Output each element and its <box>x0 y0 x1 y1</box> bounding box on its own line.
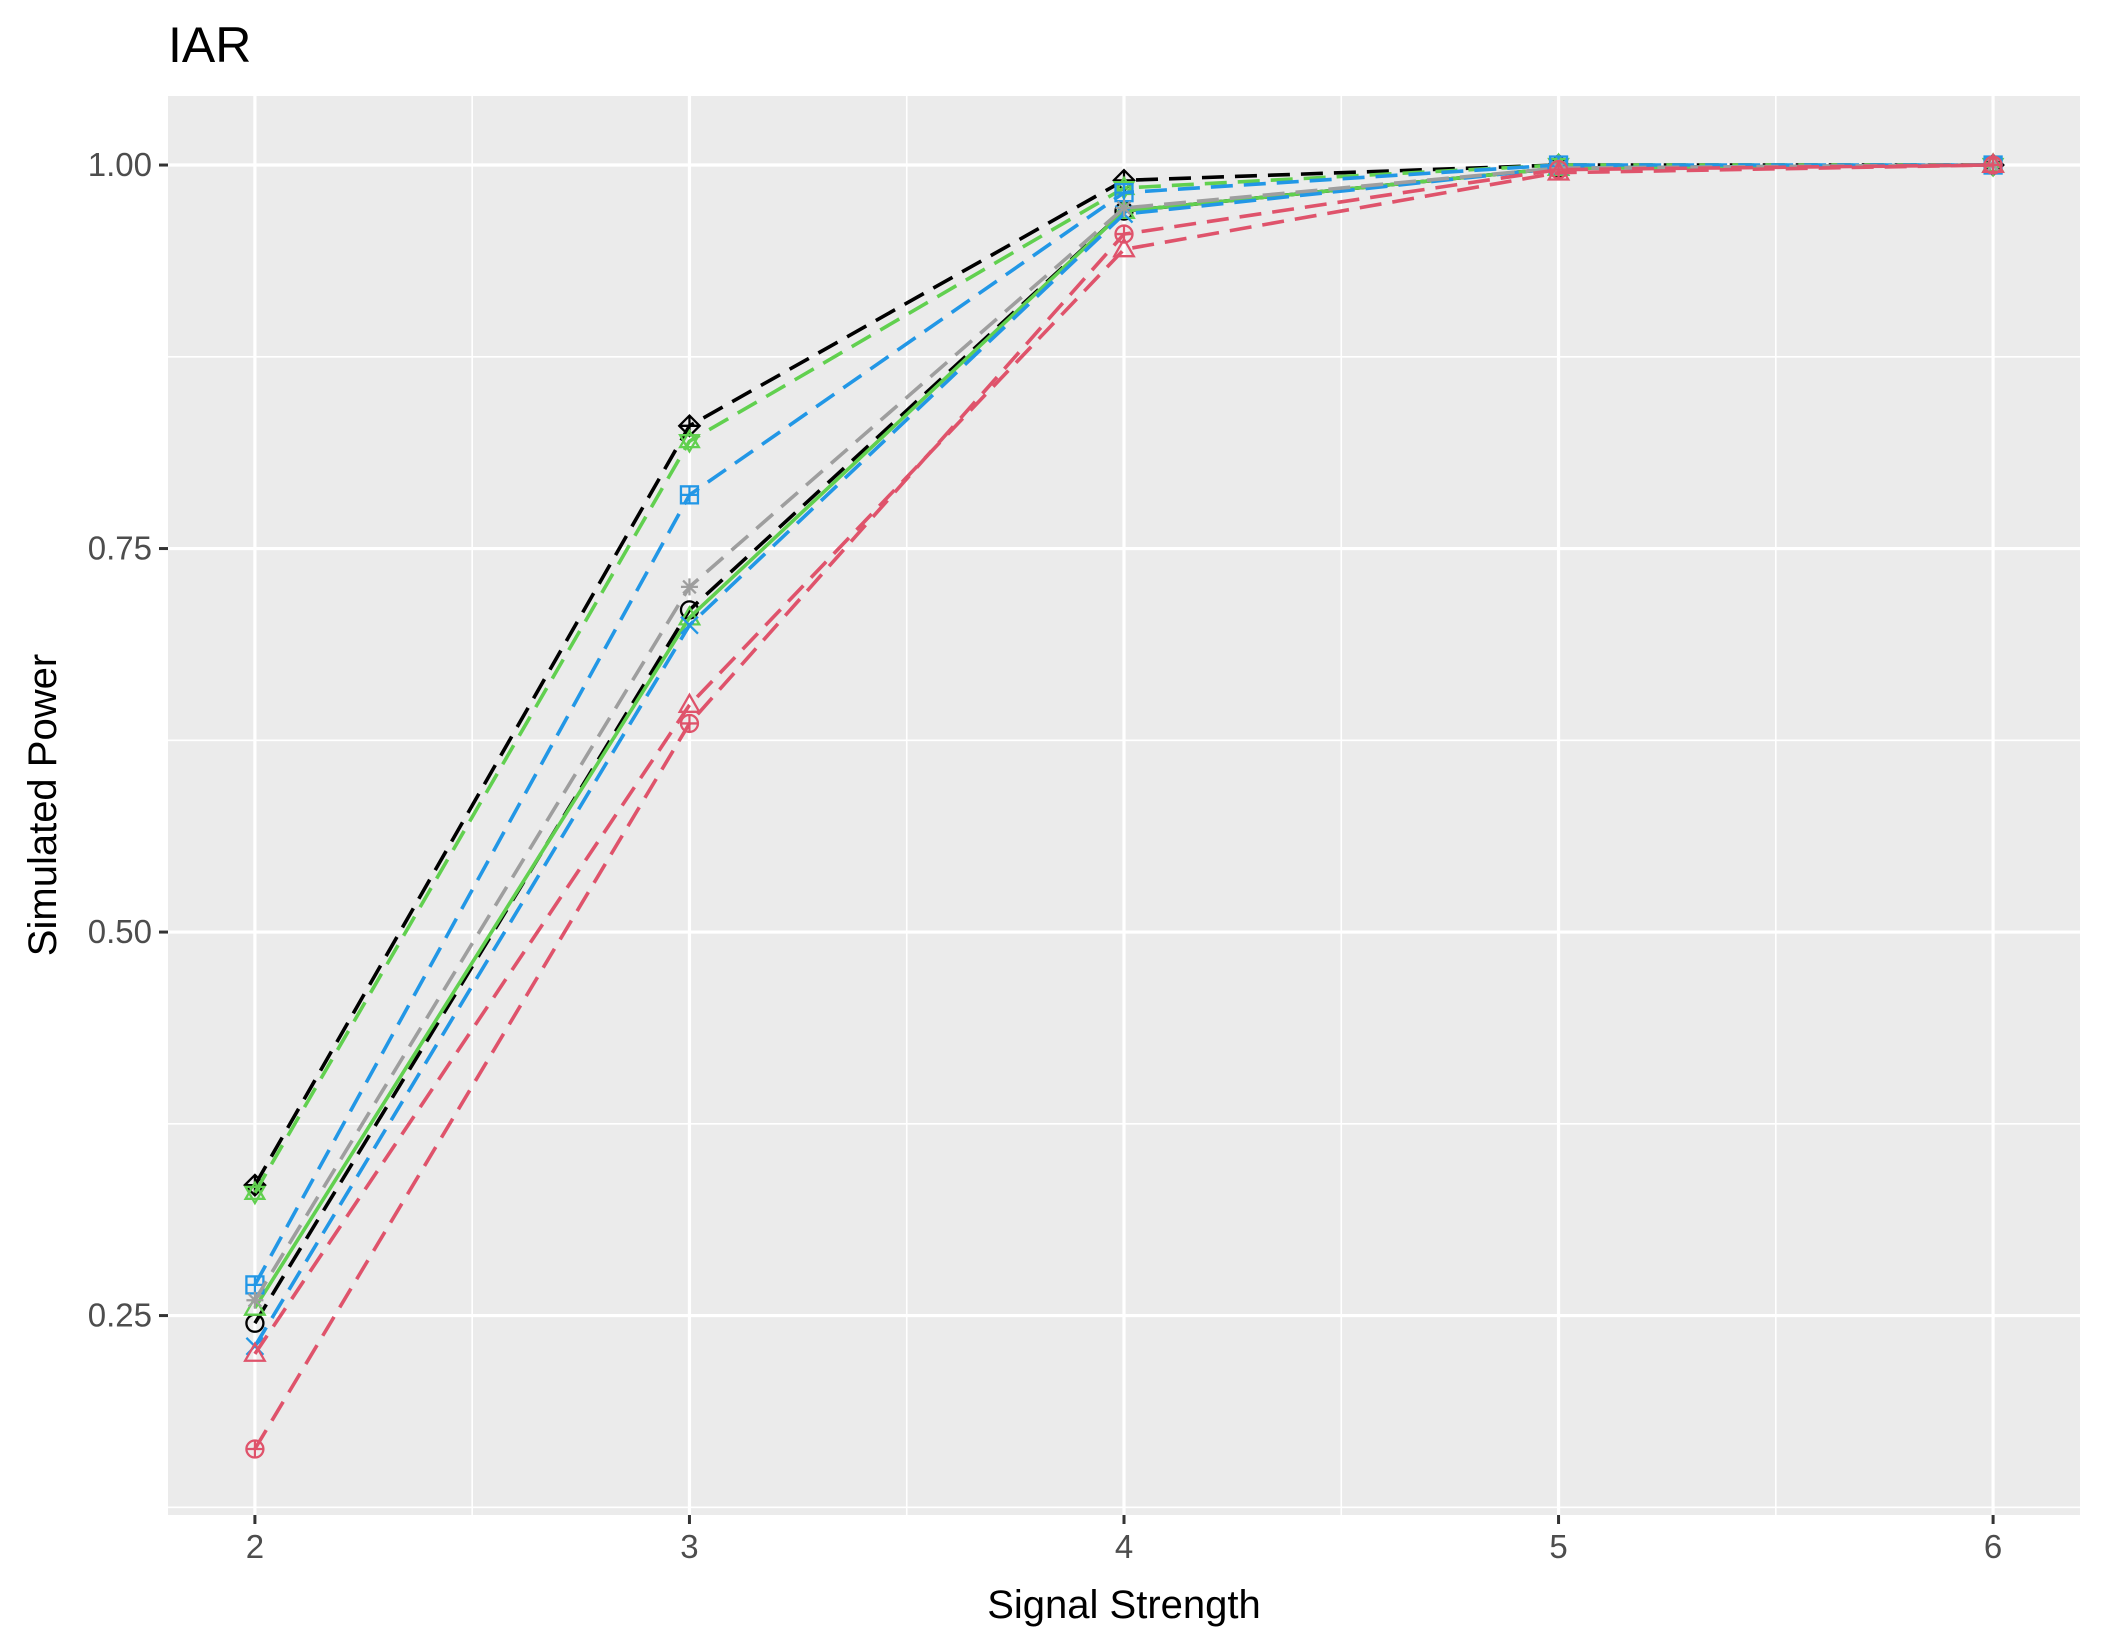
series-layer <box>243 152 2005 1459</box>
data-point <box>680 578 698 596</box>
data-point <box>243 1341 267 1362</box>
data-point <box>680 615 699 635</box>
data-point <box>1115 199 1133 217</box>
x-tick-label: 3 <box>680 1528 698 1565</box>
x-tick-label: 4 <box>1115 1528 1133 1565</box>
chart-title: IAR <box>168 17 251 73</box>
marker-triangle <box>677 692 702 713</box>
x-tick-label: 5 <box>1549 1528 1567 1565</box>
y-tick-label: 0.25 <box>88 1297 152 1334</box>
data-point <box>245 1439 265 1459</box>
marker-triangle-down <box>678 434 701 454</box>
marker-triangle <box>243 1341 267 1362</box>
x-tick-label: 6 <box>1984 1528 2002 1565</box>
data-point <box>1114 224 1134 244</box>
marker-triangle-down <box>243 1185 267 1206</box>
data-point <box>677 692 702 713</box>
x-tick-label: 2 <box>246 1528 264 1565</box>
series-line <box>253 163 1994 1355</box>
y-axis-title: Simulated Power <box>21 654 65 956</box>
marker-stroke <box>682 579 697 595</box>
x-axis-title: Signal Strength <box>987 1583 1261 1627</box>
marker-triangle-down <box>1112 180 1136 201</box>
marker-stroke <box>680 615 699 635</box>
y-tick-label: 0.75 <box>88 530 152 567</box>
data-point <box>1548 159 1569 180</box>
marker-triangle-up <box>243 1180 267 1200</box>
data-point <box>679 485 700 505</box>
marker-triangle <box>1112 236 1136 258</box>
marker-triangle-up <box>678 428 701 449</box>
y-tick-label: 1.00 <box>88 146 152 183</box>
tick-labels: 0.25 0.50 0.75 1.00 2 3 4 5 6 <box>88 146 2003 1565</box>
marker-stroke <box>247 1293 263 1308</box>
data-point <box>246 1291 264 1309</box>
y-tick-label: 0.50 <box>88 913 152 950</box>
data-point <box>678 428 701 454</box>
series-8 <box>245 155 2003 1459</box>
data-point <box>243 1180 267 1206</box>
data-point <box>1112 236 1136 258</box>
marker-stroke <box>1116 200 1132 216</box>
data-point <box>679 713 700 734</box>
grid-major <box>168 96 2080 1515</box>
data-point <box>1983 155 2003 175</box>
axis-ticks <box>159 163 1995 1524</box>
